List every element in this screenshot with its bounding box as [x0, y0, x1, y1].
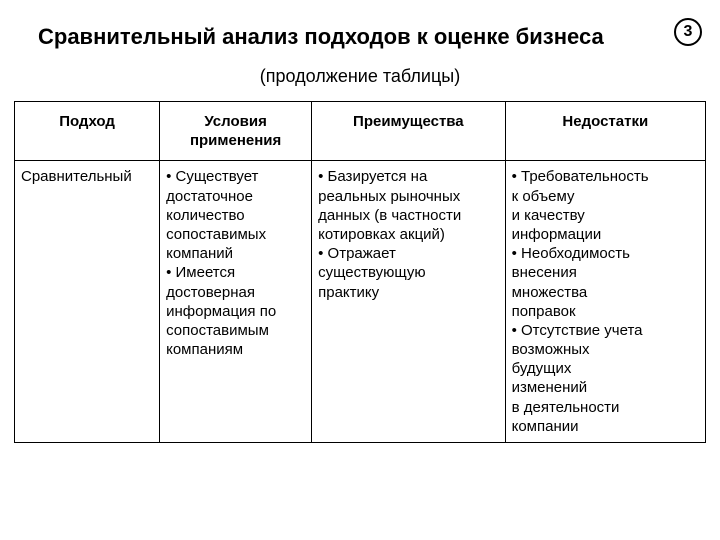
page-number-text: 3 — [684, 23, 693, 41]
th-approach: Подход — [15, 102, 160, 161]
cell-text-line: реальных рыночных — [318, 187, 498, 206]
cell-text-line: изменений — [512, 378, 699, 397]
cell-text-line: сопоставимым — [166, 321, 305, 340]
cell-text-line: достаточное — [166, 187, 305, 206]
cell-conditions: • Существуетдостаточноеколичествосопоста… — [160, 161, 312, 443]
cell-text-line: поправок — [512, 302, 699, 321]
cell-text-line: количество — [166, 206, 305, 225]
cell-text-line: • Отражает — [318, 244, 498, 263]
cell-text-line: • Базируется на — [318, 167, 498, 186]
th-disadvantages: Недостатки — [505, 102, 705, 161]
slide-subtitle: (продолжение таблицы) — [14, 66, 706, 87]
comparison-table: Подход Условия применения Преимущества Н… — [14, 101, 706, 443]
cell-text-line: сопоставимых — [166, 225, 305, 244]
cell-text-line: компаниям — [166, 340, 305, 359]
table-header-row: Подход Условия применения Преимущества Н… — [15, 102, 706, 161]
table-row: Сравнительный • Существуетдостаточноекол… — [15, 161, 706, 443]
cell-text-line: • Требовательность — [512, 167, 699, 186]
cell-text-line: данных (в частности — [318, 206, 498, 225]
cell-text-line: компании — [512, 417, 699, 436]
cell-text-line: котировках акций) — [318, 225, 498, 244]
cell-text-line: будущих — [512, 359, 699, 378]
page-number-badge: 3 — [674, 18, 702, 46]
cell-text-line: достоверная — [166, 283, 305, 302]
cell-text-line: практику — [318, 283, 498, 302]
cell-text-line: компаний — [166, 244, 305, 263]
cell-text-line: и качеству — [512, 206, 699, 225]
cell-approach: Сравнительный — [15, 161, 160, 443]
cell-text-line: • Существует — [166, 167, 305, 186]
cell-text-line: в деятельности — [512, 398, 699, 417]
cell-text-line: • Отсутствие учета — [512, 321, 699, 340]
cell-advantages: • Базируется нареальных рыночныхданных (… — [312, 161, 505, 443]
cell-text-line: • Необходимость — [512, 244, 699, 263]
th-conditions: Условия применения — [160, 102, 312, 161]
cell-text-line: к объему — [512, 187, 699, 206]
cell-text-line: • Имеется — [166, 263, 305, 282]
cell-disadvantages: • Требовательностьк объемуи качествуинфо… — [505, 161, 705, 443]
slide-title: Сравнительный анализ подходов к оценке б… — [38, 24, 706, 50]
cell-text-line: возможных — [512, 340, 699, 359]
cell-text-line: информация по — [166, 302, 305, 321]
cell-text-line: множества — [512, 283, 699, 302]
cell-text-line: внесения — [512, 263, 699, 282]
cell-text-line: существующую — [318, 263, 498, 282]
slide: 3 Сравнительный анализ подходов к оценке… — [0, 0, 720, 540]
cell-text-line: информации — [512, 225, 699, 244]
th-advantages: Преимущества — [312, 102, 505, 161]
